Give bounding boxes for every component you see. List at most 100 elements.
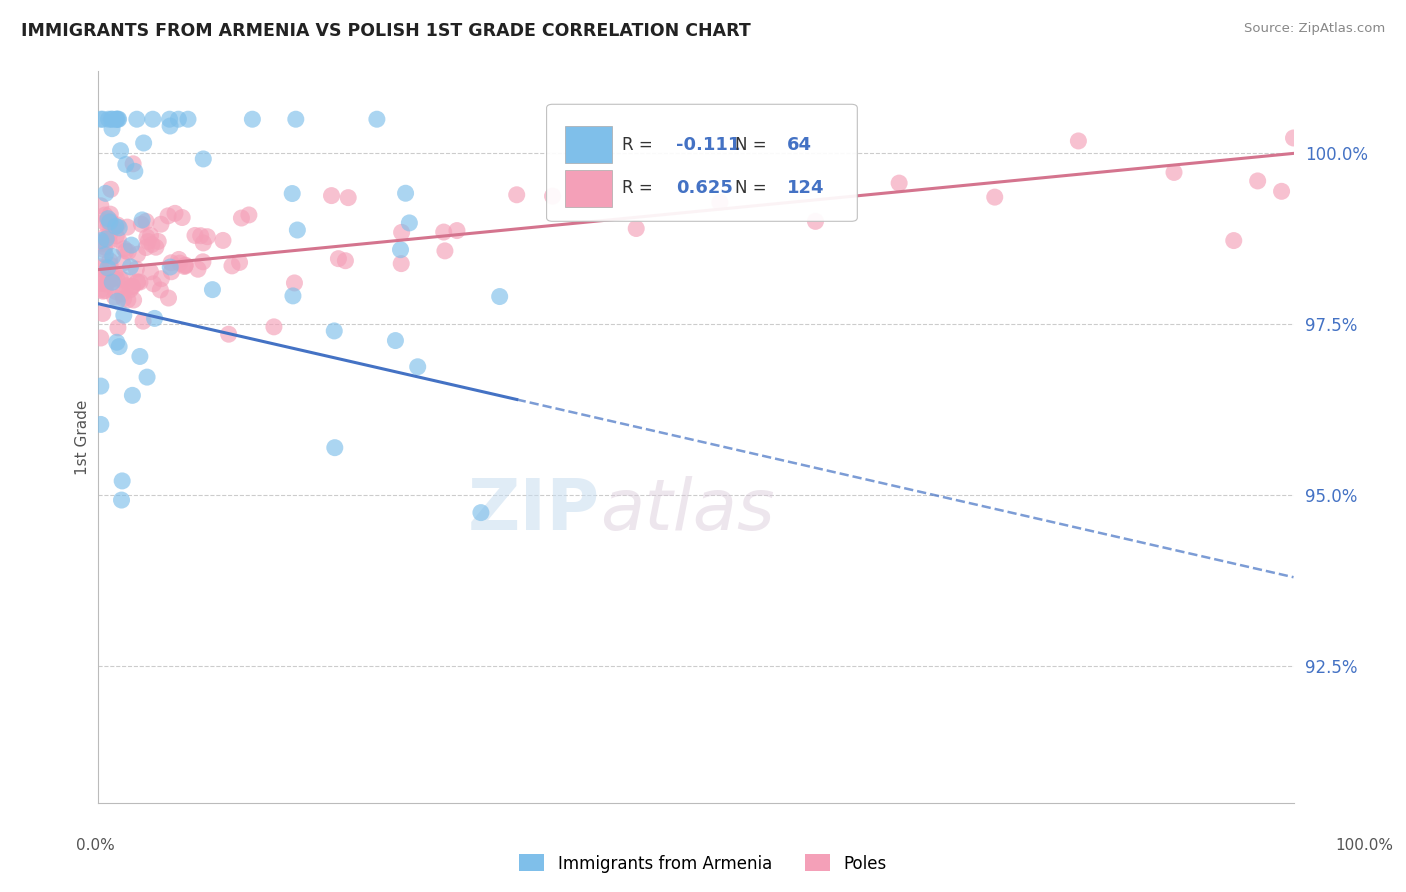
Point bbox=[121, 279, 143, 293]
Point bbox=[90, 274, 112, 288]
Point bbox=[1223, 234, 1246, 248]
Point bbox=[142, 112, 165, 127]
Point bbox=[105, 228, 128, 243]
Text: 124: 124 bbox=[787, 179, 824, 197]
Point bbox=[626, 221, 648, 235]
Point bbox=[122, 293, 145, 307]
Point bbox=[284, 112, 307, 127]
Point bbox=[98, 227, 121, 241]
Point bbox=[148, 235, 170, 249]
Text: 100.0%: 100.0% bbox=[1334, 838, 1393, 854]
Point bbox=[90, 234, 112, 248]
Point bbox=[121, 388, 143, 402]
Point bbox=[159, 260, 181, 274]
Point bbox=[97, 211, 120, 226]
Point bbox=[90, 283, 112, 297]
Point bbox=[163, 206, 186, 220]
Point bbox=[984, 190, 1007, 204]
Point bbox=[1163, 165, 1185, 179]
Bar bbox=[565, 127, 613, 163]
Point bbox=[93, 243, 115, 257]
Text: Source: ZipAtlas.com: Source: ZipAtlas.com bbox=[1244, 22, 1385, 36]
Point bbox=[103, 220, 125, 235]
Point bbox=[112, 242, 135, 256]
Point bbox=[110, 493, 132, 508]
Point bbox=[541, 189, 564, 203]
Point bbox=[238, 208, 260, 222]
Point bbox=[105, 335, 128, 350]
Point bbox=[94, 284, 117, 298]
Bar bbox=[565, 170, 613, 207]
Point bbox=[121, 279, 143, 293]
Point bbox=[389, 257, 412, 271]
Point bbox=[108, 271, 131, 285]
Point bbox=[136, 370, 159, 384]
Legend: Immigrants from Armenia, Poles: Immigrants from Armenia, Poles bbox=[513, 847, 893, 880]
Point bbox=[98, 258, 121, 272]
Point bbox=[96, 277, 118, 291]
Point bbox=[94, 186, 117, 201]
Point bbox=[157, 209, 180, 223]
Point bbox=[218, 327, 240, 342]
Point bbox=[141, 237, 163, 252]
Point bbox=[506, 187, 529, 202]
Point bbox=[117, 244, 139, 259]
Point bbox=[112, 273, 135, 287]
Point bbox=[328, 252, 350, 266]
Point bbox=[143, 311, 166, 326]
Point bbox=[212, 234, 235, 248]
Point bbox=[804, 214, 827, 228]
Point bbox=[384, 334, 406, 348]
Point bbox=[389, 243, 412, 257]
Point bbox=[111, 256, 134, 270]
Point bbox=[184, 228, 207, 243]
Point bbox=[98, 235, 121, 249]
Point bbox=[117, 293, 139, 307]
Point bbox=[107, 218, 129, 232]
Point bbox=[94, 229, 117, 244]
Point bbox=[169, 256, 191, 270]
Point bbox=[90, 277, 112, 291]
Point bbox=[111, 474, 134, 488]
Point bbox=[125, 262, 148, 277]
Point bbox=[889, 176, 911, 190]
Point bbox=[90, 112, 112, 127]
Text: 0.0%: 0.0% bbox=[76, 838, 115, 854]
Point bbox=[157, 291, 180, 305]
Point bbox=[201, 283, 224, 297]
Point bbox=[187, 262, 209, 277]
Point bbox=[90, 260, 112, 274]
Point bbox=[228, 255, 250, 269]
Point bbox=[135, 230, 157, 244]
Point bbox=[145, 240, 167, 254]
Point bbox=[160, 265, 183, 279]
Point bbox=[446, 223, 468, 237]
Point bbox=[100, 112, 122, 127]
Point bbox=[104, 219, 127, 234]
Point bbox=[231, 211, 253, 225]
Point bbox=[135, 214, 157, 228]
Point bbox=[1282, 131, 1305, 145]
Point bbox=[129, 275, 152, 289]
Point bbox=[101, 268, 124, 283]
Point bbox=[281, 289, 304, 303]
Point bbox=[125, 112, 148, 127]
Point bbox=[391, 226, 413, 240]
Text: -0.111: -0.111 bbox=[676, 136, 740, 153]
Point bbox=[90, 331, 112, 345]
Point bbox=[709, 195, 731, 210]
Text: N =: N = bbox=[735, 179, 772, 197]
Point bbox=[433, 244, 456, 258]
Text: ZIP: ZIP bbox=[468, 475, 600, 545]
Text: atlas: atlas bbox=[600, 475, 775, 545]
Point bbox=[149, 217, 172, 231]
Point bbox=[174, 259, 197, 273]
Point bbox=[285, 223, 308, 237]
Point bbox=[167, 112, 190, 127]
Point bbox=[107, 112, 129, 127]
Point bbox=[132, 314, 155, 328]
Point bbox=[110, 144, 132, 158]
Point bbox=[90, 261, 112, 276]
Text: 0.625: 0.625 bbox=[676, 179, 733, 197]
Point bbox=[101, 121, 124, 136]
